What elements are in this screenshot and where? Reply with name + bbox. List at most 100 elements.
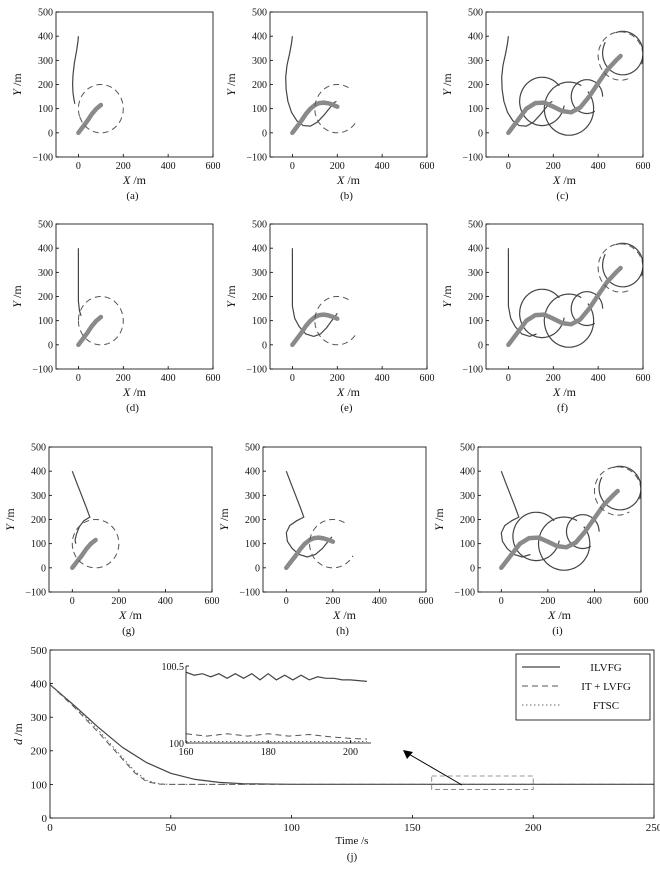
panel-f-ytick-label: 500 [468, 220, 483, 231]
panel-i: 0 200 400 600 −100 0 100 200 300 400 500 X /m Y /m (i… [432, 443, 649, 638]
panel-a-uav-path [71, 36, 79, 104]
panel-b-ytick-label: 400 [252, 32, 267, 43]
panel-d-xtick-label: 600 [206, 373, 221, 384]
panel-i-caption: (i) [552, 625, 563, 637]
panel-e-xtick-label: 200 [330, 373, 345, 384]
panel-g-xtick-label: 400 [158, 596, 173, 607]
panel-h: 0 200 400 600 −100 0 100 200 300 400 500 X /m Y /m (h… [217, 443, 434, 638]
panel-i-xlabel: X /m [547, 608, 572, 622]
panel-a-xtick-label: 600 [206, 161, 221, 172]
panel-e-caption: (e) [340, 402, 353, 414]
panel-a-target-path [76, 102, 104, 136]
panel-a-ytick-label: 400 [38, 32, 53, 43]
panel-f-ytick-label: 200 [468, 292, 483, 303]
panel-f-target-path [506, 265, 623, 348]
legend-label-it-lvfg: IT + LVFG [581, 681, 631, 693]
panel-a-standoff-circle [77, 84, 124, 134]
panel-c-standoff-circle [597, 31, 643, 81]
panel-g-standoff-circle [71, 519, 120, 569]
panel-i-xtick-label: 0 [499, 596, 504, 607]
panel-g-frame [48, 446, 213, 593]
panel-b-ytick-label: 100 [252, 104, 267, 115]
panel-f-standoff-circle [597, 243, 643, 293]
inset: 160 180 200 100 100.5 [162, 662, 371, 758]
panel-a-xtick-label: 400 [161, 161, 176, 172]
panel-a-xtick-label: 0 [76, 161, 81, 172]
legend-label-ftsc: FTSC [593, 700, 619, 712]
panel-d-frame [55, 223, 214, 370]
panel-i-xtick-label: 600 [634, 596, 649, 607]
panel-a-ytick-label: −100 [32, 153, 53, 164]
panel-f-uav-orbit [602, 242, 643, 288]
panel-i-uav-orbit [512, 511, 560, 562]
panel-e-ytick-label: −100 [246, 365, 267, 376]
panel-g-uav-path [71, 470, 91, 544]
panel-j: 0 50 100 150 200 250 0 100 200 300 400 500 Time /s d … [11, 645, 660, 863]
panel-h-plot-area [284, 470, 354, 571]
legend-box [515, 653, 651, 721]
panel-f-ytick-label: 0 [478, 340, 483, 351]
panel-g-ytick-label: −100 [25, 588, 46, 599]
panel-c-ytick-label: 200 [468, 80, 483, 91]
panel-b-ylabel: Y /m [224, 73, 238, 96]
panel-e-xtick-label: 0 [290, 373, 295, 384]
panel-d-plot-area [76, 248, 124, 348]
panel-b-xtick-label: 400 [375, 161, 390, 172]
panel-i-ytick-label: 200 [460, 515, 475, 526]
panel-f-ytick-label: 400 [468, 244, 483, 255]
panel-g-xlabel: X /m [118, 608, 143, 622]
panel-b-uav-path [285, 36, 337, 127]
panel-h-ylabel: Y /m [217, 508, 231, 531]
zoom-arrow-shaft [406, 752, 463, 786]
panel-a-xtick-label: 200 [116, 161, 131, 172]
panel-i-ytick-label: 500 [460, 443, 475, 454]
panel-g-ytick-label: 400 [31, 467, 46, 478]
panel-e-xtick-label: 600 [420, 373, 435, 384]
panel-h-ytick-label: 100 [245, 539, 260, 550]
panel-c-xtick-label: 400 [591, 161, 606, 172]
panel-b-ytick-label: 300 [252, 56, 267, 67]
panel-a-plot-area [71, 36, 124, 136]
panel-c-xlabel: X /m [552, 173, 577, 187]
panel-a-ytick-label: 500 [38, 8, 53, 19]
panel-a-ylabel: Y /m [10, 73, 24, 96]
panel-d: 0 200 400 600 −100 0 100 200 300 400 500 X /m Y /m (d… [10, 220, 221, 415]
panel-e: 0 200 400 600 −100 0 100 200 300 400 500 X /m Y /m (e… [224, 220, 435, 415]
zoom-arrow-head [403, 750, 413, 759]
panel-j-ytick-label: 200 [31, 746, 48, 758]
panel-f-ylabel: Y /m [440, 285, 454, 308]
panel-g-ytick-label: 300 [31, 491, 46, 502]
panel-i-uav-orbit [537, 516, 591, 571]
panel-a-ytick-label: 0 [48, 128, 53, 139]
panel-b-ytick-label: 200 [252, 80, 267, 91]
inset-background [186, 666, 371, 743]
panel-f-caption: (f) [557, 402, 568, 414]
panel-c-ytick-label: 400 [468, 32, 483, 43]
panel-g: 0 200 400 600 −100 0 100 200 300 400 500 X /m Y /m (g… [3, 443, 220, 638]
panel-i-ytick-label: 0 [470, 563, 475, 574]
panel-h-ytick-label: 0 [255, 563, 260, 574]
panel-j-caption: (j) [347, 851, 358, 863]
panel-g-plot-area [70, 470, 120, 571]
panel-h-ytick-label: −100 [239, 588, 260, 599]
panel-j-plot-area [50, 684, 654, 785]
panel-h-xtick-label: 200 [325, 596, 340, 607]
panel-f-uav-orbit [518, 288, 565, 339]
panel-i-plot-area [499, 465, 641, 571]
panel-d-ytick-label: 500 [38, 220, 53, 231]
panel-c-uav-orbit [518, 76, 565, 127]
panel-d-ytick-label: 200 [38, 292, 53, 303]
panel-e-ylabel: Y /m [224, 285, 238, 308]
panel-j-ytick-label: 100 [31, 779, 48, 791]
panel-e-frame [269, 223, 428, 370]
panel-h-frame [262, 446, 427, 593]
panel-j-series-ftsc [50, 684, 654, 785]
panel-j-xtick-label: 250 [646, 822, 660, 834]
panel-c-ytick-label: 100 [468, 104, 483, 115]
panel-b-ytick-label: −100 [246, 153, 267, 164]
inset-xtick-label: 160 [179, 747, 194, 758]
panel-h-ytick-label: 200 [245, 515, 260, 526]
panel-i-uav-orbit [598, 465, 641, 511]
panel-e-ytick-label: 0 [262, 340, 267, 351]
